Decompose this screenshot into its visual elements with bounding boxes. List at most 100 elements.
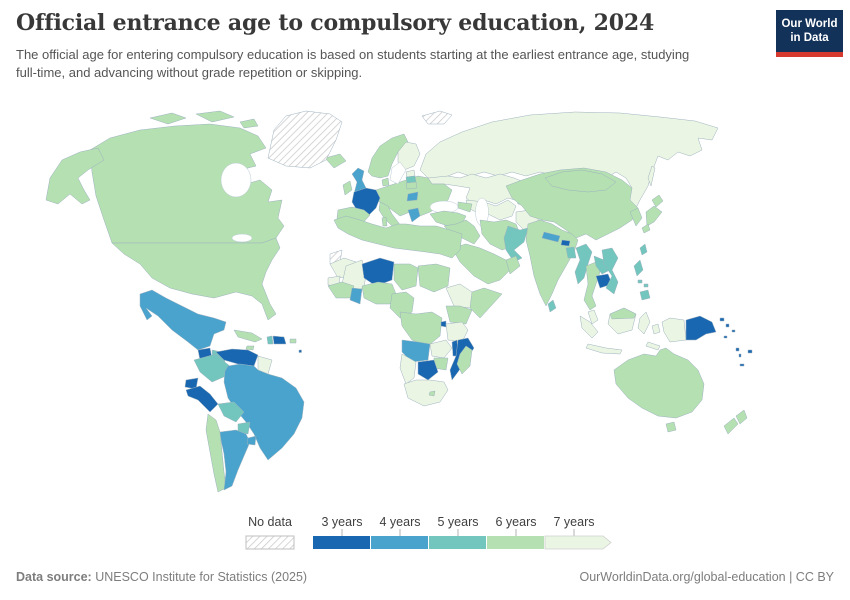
region-madagascar[interactable] bbox=[456, 345, 473, 375]
region-burundi[interactable] bbox=[440, 320, 447, 328]
region-hungary[interactable] bbox=[406, 191, 419, 202]
legend-bin-swatch-5-years[interactable] bbox=[429, 536, 486, 549]
region-malaysia-peninsular[interactable] bbox=[587, 309, 599, 325]
region-canada[interactable] bbox=[89, 123, 285, 244]
legend-bin-swatch-4-years[interactable] bbox=[371, 536, 428, 549]
region-arctic-islands[interactable] bbox=[239, 118, 259, 129]
region-philippines-visayas[interactable] bbox=[637, 279, 643, 284]
region-solomon-islands[interactable] bbox=[731, 329, 736, 333]
owid-logo[interactable]: Our World in Data bbox=[776, 10, 843, 57]
region-turkey[interactable] bbox=[429, 210, 467, 227]
region-malaysia-borneo[interactable] bbox=[609, 307, 637, 320]
region-java[interactable] bbox=[585, 343, 623, 355]
region-sakhalin[interactable] bbox=[647, 165, 656, 187]
region-argentina[interactable] bbox=[219, 429, 251, 491]
region-oman[interactable] bbox=[505, 255, 521, 275]
region-vietnam[interactable] bbox=[601, 247, 619, 295]
legend-bin-swatch-7-years[interactable] bbox=[544, 535, 612, 550]
region-paraguay[interactable] bbox=[237, 421, 251, 435]
region-japan-kyushu[interactable] bbox=[641, 223, 651, 234]
region-philippines-mindanao[interactable] bbox=[639, 289, 651, 301]
region-niger[interactable] bbox=[361, 257, 395, 287]
region-lesotho[interactable] bbox=[428, 390, 436, 397]
region-philippines-visayas[interactable] bbox=[643, 283, 649, 288]
region-somalia[interactable] bbox=[469, 287, 503, 319]
region-chile[interactable] bbox=[205, 413, 227, 493]
region-south-africa[interactable] bbox=[403, 379, 449, 407]
region-vanuatu[interactable] bbox=[738, 353, 742, 358]
region-thailand[interactable] bbox=[583, 261, 601, 311]
region-fiji[interactable] bbox=[747, 349, 753, 354]
region-vanuatu[interactable] bbox=[735, 347, 740, 352]
region-solomon-islands[interactable] bbox=[725, 323, 730, 328]
region-philippines-luzon[interactable] bbox=[633, 259, 644, 277]
legend-bin-swatch-6-years[interactable] bbox=[487, 536, 544, 549]
region-new-zealand-south[interactable] bbox=[723, 417, 739, 435]
region-sumatra[interactable] bbox=[579, 315, 599, 339]
region-timor[interactable] bbox=[645, 341, 661, 351]
region-sulawesi[interactable] bbox=[637, 311, 651, 335]
region-pakistan[interactable] bbox=[503, 225, 529, 263]
region-uzbekistan-turkmenistan[interactable] bbox=[465, 199, 517, 221]
region-lesser-antilles[interactable] bbox=[298, 349, 302, 353]
region-iceland[interactable] bbox=[324, 153, 347, 169]
region-zambia[interactable] bbox=[429, 339, 453, 359]
region-mongolia[interactable] bbox=[544, 169, 617, 193]
region-maluku[interactable] bbox=[651, 323, 661, 335]
region-brazil[interactable] bbox=[223, 363, 305, 461]
region-nepal[interactable] bbox=[541, 231, 561, 243]
region-peru[interactable] bbox=[185, 385, 219, 413]
region-jamaica[interactable] bbox=[245, 345, 255, 351]
region-kenya-uganda[interactable] bbox=[445, 305, 473, 325]
region-dominican-republic[interactable] bbox=[272, 335, 287, 345]
region-new-zealand-north[interactable] bbox=[735, 409, 748, 425]
region-taiwan[interactable] bbox=[639, 243, 648, 256]
region-myanmar[interactable] bbox=[574, 243, 593, 285]
region-sardinia[interactable] bbox=[381, 216, 388, 227]
region-greece[interactable] bbox=[407, 207, 421, 223]
region-korea[interactable] bbox=[629, 207, 643, 227]
region-sudan[interactable] bbox=[417, 263, 451, 293]
region-botswana[interactable] bbox=[417, 359, 439, 381]
region-alaska[interactable] bbox=[45, 147, 105, 205]
region-sri-lanka[interactable] bbox=[547, 299, 557, 313]
region-ghana[interactable] bbox=[349, 287, 363, 305]
region-usa[interactable] bbox=[111, 237, 281, 321]
region-central-africa[interactable] bbox=[389, 291, 415, 319]
region-saudi-arabia[interactable] bbox=[451, 243, 511, 285]
region-solomon-islands[interactable] bbox=[723, 335, 728, 339]
region-west-papua[interactable] bbox=[661, 317, 687, 343]
region-greenland[interactable] bbox=[267, 110, 343, 169]
region-bangladesh[interactable] bbox=[565, 246, 577, 259]
region-venezuela[interactable] bbox=[215, 348, 259, 367]
region-lithuania[interactable] bbox=[405, 181, 418, 190]
region-uruguay[interactable] bbox=[246, 435, 257, 446]
region-tasmania[interactable] bbox=[665, 421, 677, 433]
region-haiti[interactable] bbox=[266, 335, 274, 345]
region-denmark[interactable] bbox=[381, 177, 390, 187]
region-chad[interactable] bbox=[393, 263, 419, 291]
legend-bin-swatch-3-years[interactable] bbox=[313, 536, 370, 549]
region-north-africa[interactable] bbox=[333, 215, 463, 259]
region-japan-hokkaido[interactable] bbox=[651, 194, 664, 208]
region-cuba[interactable] bbox=[233, 329, 263, 343]
region-drc[interactable] bbox=[399, 311, 443, 347]
region-australia[interactable] bbox=[613, 347, 705, 419]
region-laos[interactable] bbox=[593, 255, 611, 275]
region-bhutan[interactable] bbox=[560, 239, 571, 247]
region-caucasus[interactable] bbox=[457, 201, 473, 213]
region-svalbard[interactable] bbox=[421, 110, 453, 125]
region-mexico[interactable] bbox=[139, 289, 227, 351]
region-solomon-islands[interactable] bbox=[719, 317, 725, 322]
legend-no-data-swatch[interactable] bbox=[245, 535, 295, 550]
region-angola[interactable] bbox=[401, 339, 431, 363]
region-puerto-rico[interactable] bbox=[289, 338, 297, 344]
region-papua-new-guinea[interactable] bbox=[685, 315, 717, 341]
region-arctic-islands[interactable] bbox=[149, 112, 187, 125]
region-ireland[interactable] bbox=[342, 180, 353, 196]
region-new-caledonia[interactable] bbox=[739, 363, 745, 367]
region-tanzania[interactable] bbox=[445, 321, 469, 343]
region-japan-honshu[interactable] bbox=[645, 205, 663, 227]
owid-link[interactable]: OurWorldinData.org/global-education | CC… bbox=[579, 570, 834, 584]
region-namibia[interactable] bbox=[399, 353, 417, 385]
